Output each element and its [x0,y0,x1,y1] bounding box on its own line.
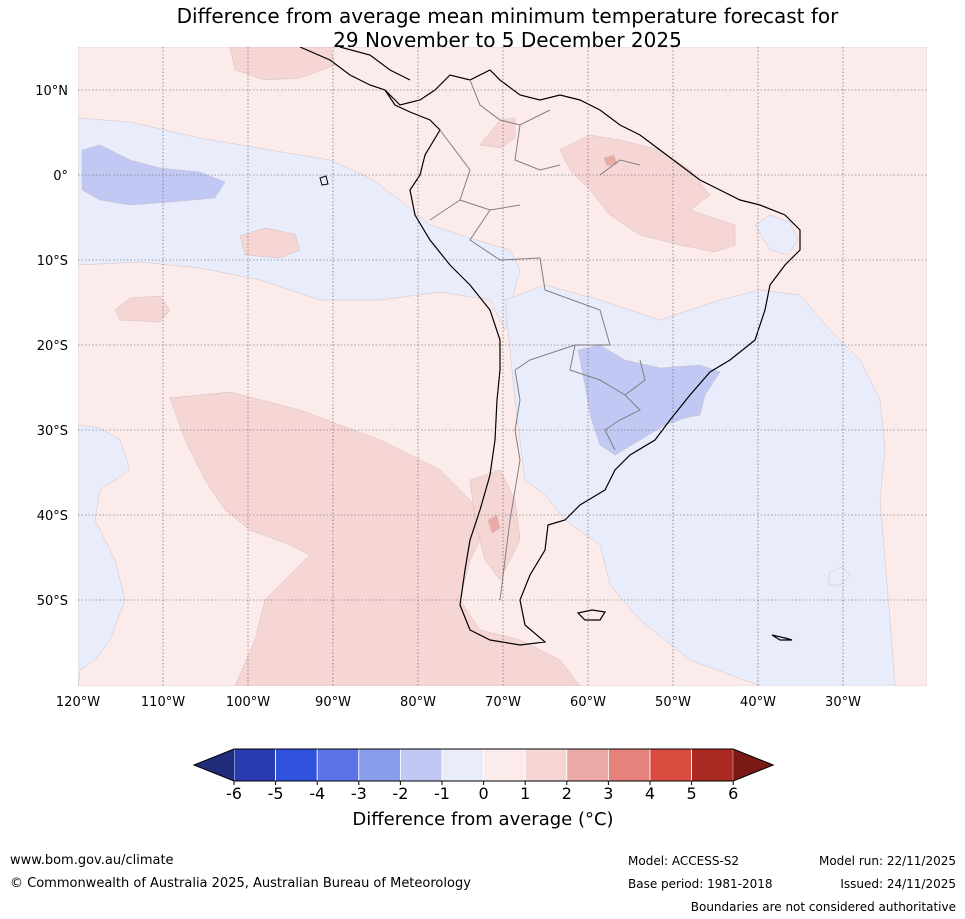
latitude-label: 10°S [37,254,68,269]
south-georgia [771,634,793,641]
colorbar-segment [691,748,734,782]
colorbar-segment [441,748,484,782]
colorbar-tick-labels: -6 -5 -4 -3 -2 -1 0 1 2 3 4 5 6 [226,784,738,803]
northern-brazil-warm-region [559,134,736,253]
longitude-label: 60°W [570,695,606,710]
colorbar-segment [566,748,609,782]
colorbar-over-arrow [733,749,774,781]
colorbar-tick-label: -6 [226,784,242,803]
longitude-grid [162,47,844,686]
south-atlantic-cool-patch [827,566,851,586]
southern-andes-warm-patch [487,514,501,534]
chart-title: Difference from average mean minimum tem… [0,4,965,52]
longitude-label: 80°W [400,695,436,710]
pacific-warm-patch-equatorial [239,227,301,259]
boundaries-disclaimer: Boundaries are not considered authoritat… [690,900,956,914]
south-america-coastline [384,69,801,646]
amazon-warm-patch [603,154,618,167]
falkland-islands [576,609,606,621]
central-america-coastline [299,47,411,91]
model-run-date: Model run: 22/11/2025 [818,854,956,868]
latitude-grid [78,89,927,601]
colorbar-tick-label: -4 [309,784,325,803]
colorbar-tick-label: -3 [351,784,367,803]
colorbar-tick-label: 2 [562,784,572,803]
copyright-notice: © Commonwealth of Australia 2025, Austra… [10,876,471,891]
colorbar-tick-label: -5 [268,784,284,803]
title-line-1: Difference from average mean minimum tem… [176,4,839,28]
colorbar-label: Difference from average (°C) [352,809,614,830]
colorbar-segment [316,748,360,782]
latitude-labels: 10°N 0° 10°S 20°S 30°S 40°S 50°S [35,84,68,609]
issued-date: Issued: 24/11/2025 [840,877,956,891]
colorbar-tick-label: 6 [728,784,738,803]
colorbar-tick-label: 1 [520,784,530,803]
model-name: Model: ACCESS-S2 [628,854,740,868]
latitude-label: 10°N [35,84,68,99]
colorbar-segment [524,748,568,782]
longitude-label: 70°W [485,695,521,710]
southeast-pacific-warm-region [169,391,581,686]
pacific-warm-patch-west [114,295,171,323]
colombia-warm-patch [479,117,516,149]
southwest-pacific-cool-region [78,424,131,686]
latitude-label: 30°S [37,424,68,439]
longitude-label: 110°W [141,695,185,710]
northeast-brazil-cool-patch [754,214,799,256]
colorbar [192,748,775,785]
colorbar-under-arrow [194,749,234,781]
longitude-label: 90°W [315,695,351,710]
colorbar-tick-label: -1 [434,784,450,803]
colorbar-segment [608,748,651,782]
colorbar-tick-label: 4 [645,784,655,803]
colorbar-tick-label: -2 [392,784,408,803]
coastlines [299,47,801,646]
website-link[interactable]: www.bom.gov.au/climate [10,853,174,868]
latitude-label: 50°S [37,594,68,609]
latitude-label: 20°S [37,339,68,354]
colorbar-segment [275,748,318,782]
colorbar-tick-label: 0 [479,784,489,803]
anomaly-field [78,47,927,686]
colorbar-tick-label: 5 [687,784,697,803]
latitude-label: 40°S [37,509,68,524]
eastern-pacific-cold-anomaly [81,144,226,206]
base-period: Base period: 1981-2018 [628,877,773,891]
colorbar-segment [649,748,692,782]
latitude-label: 0° [53,169,68,184]
central-america-warm-region [229,47,336,81]
longitude-label: 120°W [56,695,100,710]
galapagos-islands [319,175,329,186]
colorbar-segment [399,748,443,782]
graticule [78,47,927,686]
longitude-label: 40°W [740,695,776,710]
border-lines [429,79,646,601]
paraguay-cold-anomaly [577,344,721,456]
colorbar-tick-label: 3 [603,784,613,803]
longitude-label: 50°W [655,695,691,710]
colorbar-segment [358,748,401,782]
longitude-labels: 120°W 110°W 100°W 90°W 80°W 70°W 60°W 50°W 40°W 3… [56,695,861,710]
longitude-label: 100°W [226,695,270,710]
colorbar-segment [483,748,526,782]
country-borders [429,79,646,601]
colorbar-segment [233,748,276,782]
longitude-label: 30°W [825,695,861,710]
